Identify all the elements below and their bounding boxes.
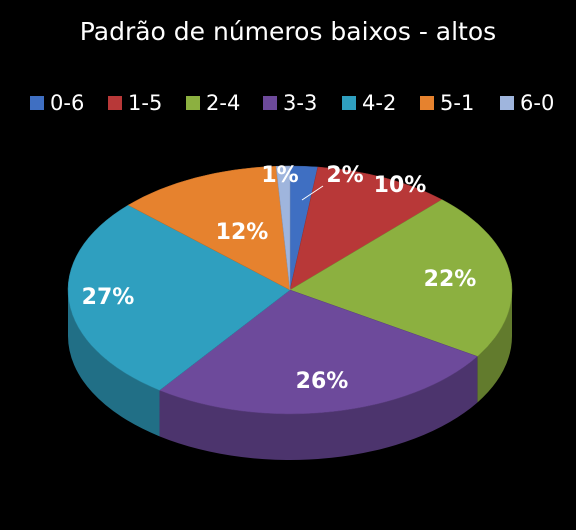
slice: [289, 199, 513, 357]
slice: [67, 204, 291, 391]
slice-side: [68, 290, 160, 437]
data-label: 2%: [326, 163, 363, 188]
data-label: 10%: [374, 173, 427, 198]
legend-swatch: [263, 96, 277, 110]
legend-label: 2-4: [206, 91, 240, 115]
slice: [127, 165, 291, 291]
slice-side: [159, 356, 478, 460]
chart-title: Padrão de números baixos - altos: [80, 17, 496, 46]
legend-swatch: [420, 96, 434, 110]
legend-label: 5-1: [440, 91, 474, 115]
slice: [159, 289, 478, 415]
legend-label: 4-2: [362, 91, 396, 115]
legend-swatch: [342, 96, 356, 110]
legend-label: 3-3: [283, 91, 317, 115]
legend-label: 0-6: [50, 91, 84, 115]
slice: [289, 166, 443, 291]
legend-swatch: [500, 96, 514, 110]
legend-swatch: [30, 96, 44, 110]
data-label: 22%: [424, 267, 477, 292]
legend-label: 6-0: [520, 91, 554, 115]
legend-swatch: [108, 96, 122, 110]
data-label: 12%: [216, 220, 269, 245]
slice-side: [477, 290, 512, 403]
legend-label: 1-5: [128, 91, 162, 115]
legend-swatch: [186, 96, 200, 110]
data-label: 27%: [82, 285, 135, 310]
slice: [275, 165, 291, 291]
leader-line: [301, 185, 324, 201]
data-label: 26%: [296, 369, 349, 394]
data-label: 1%: [261, 163, 298, 188]
